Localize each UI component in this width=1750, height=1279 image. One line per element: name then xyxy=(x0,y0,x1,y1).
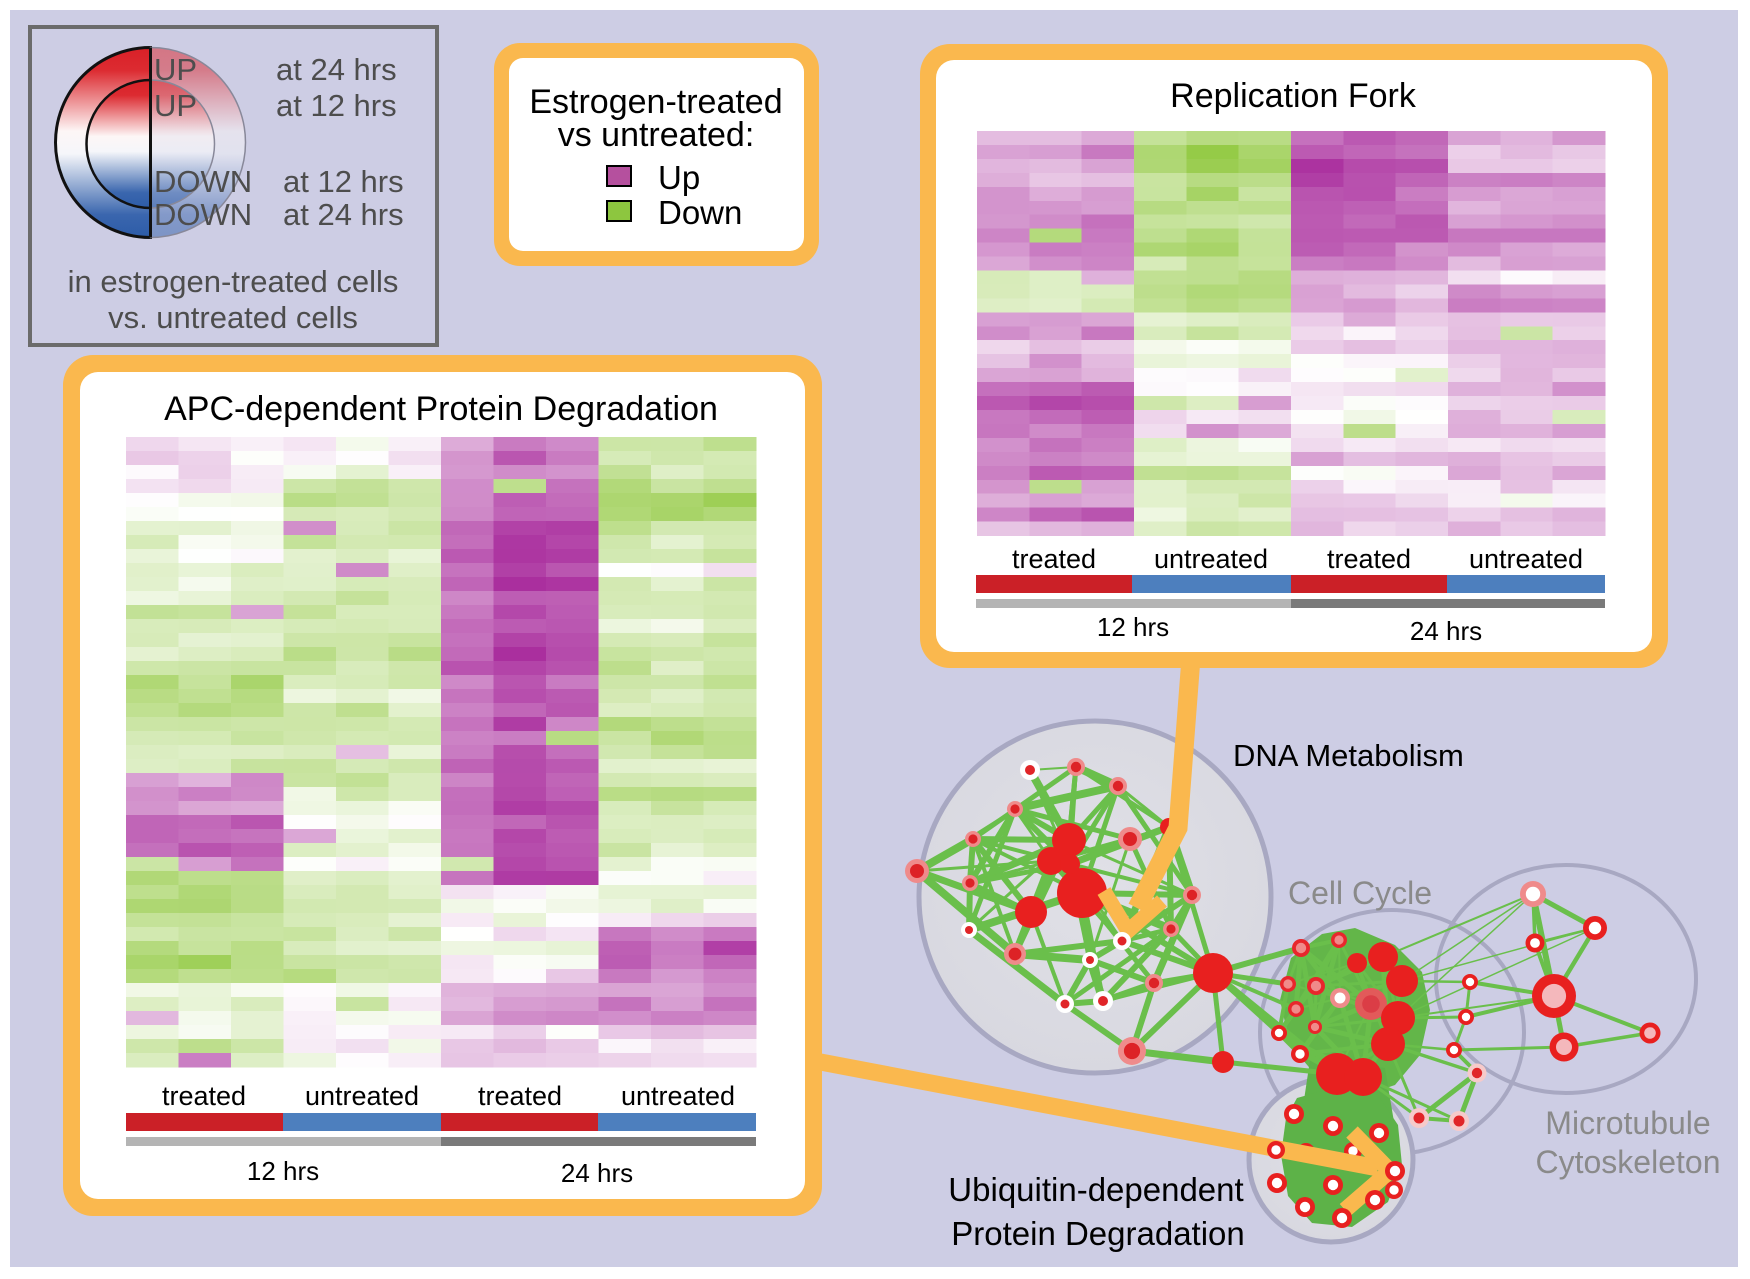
svg-text:APC-dependent Protein Degradat: APC-dependent Protein Degradation xyxy=(164,390,718,428)
svg-text:treated: treated xyxy=(1327,544,1411,574)
svg-text:treated: treated xyxy=(478,1081,562,1111)
svg-text:treated: treated xyxy=(162,1081,246,1111)
svg-text:DNA Metabolism: DNA Metabolism xyxy=(1233,738,1464,773)
svg-text:untreated: untreated xyxy=(1469,544,1583,574)
svg-text:untreated: untreated xyxy=(305,1081,419,1111)
svg-text:Microtubule: Microtubule xyxy=(1545,1105,1710,1141)
svg-text:at 24 hrs: at 24 hrs xyxy=(283,197,404,232)
svg-text:in estrogen-treated cells: in estrogen-treated cells xyxy=(68,264,399,299)
svg-text:Estrogen-treated: Estrogen-treated xyxy=(529,83,782,121)
svg-text:at 24 hrs: at 24 hrs xyxy=(276,52,397,87)
svg-text:at 12 hrs: at 12 hrs xyxy=(276,88,397,123)
svg-text:24 hrs: 24 hrs xyxy=(561,1158,633,1188)
svg-text:UP: UP xyxy=(154,88,197,123)
svg-text:12 hrs: 12 hrs xyxy=(247,1156,319,1186)
svg-text:Up: Up xyxy=(658,159,700,196)
svg-text:untreated: untreated xyxy=(1154,544,1268,574)
svg-text:Protein Degradation: Protein Degradation xyxy=(951,1215,1245,1252)
svg-text:Down: Down xyxy=(658,194,742,231)
svg-text:12 hrs: 12 hrs xyxy=(1097,612,1169,642)
svg-text:DOWN: DOWN xyxy=(154,197,252,232)
svg-text:Cell Cycle: Cell Cycle xyxy=(1288,875,1432,911)
svg-text:UP: UP xyxy=(154,52,197,87)
svg-text:vs untreated:: vs untreated: xyxy=(558,116,755,154)
svg-text:DOWN: DOWN xyxy=(154,164,252,199)
svg-text:Replication Fork: Replication Fork xyxy=(1170,77,1417,115)
svg-text:at 12 hrs: at 12 hrs xyxy=(283,164,404,199)
svg-text:untreated: untreated xyxy=(621,1081,735,1111)
svg-text:24 hrs: 24 hrs xyxy=(1410,616,1482,646)
svg-text:vs. untreated cells: vs. untreated cells xyxy=(108,300,358,335)
svg-text:Cytoskeleton: Cytoskeleton xyxy=(1536,1144,1721,1180)
svg-text:Ubiquitin-dependent: Ubiquitin-dependent xyxy=(948,1171,1243,1208)
svg-text:treated: treated xyxy=(1012,544,1096,574)
